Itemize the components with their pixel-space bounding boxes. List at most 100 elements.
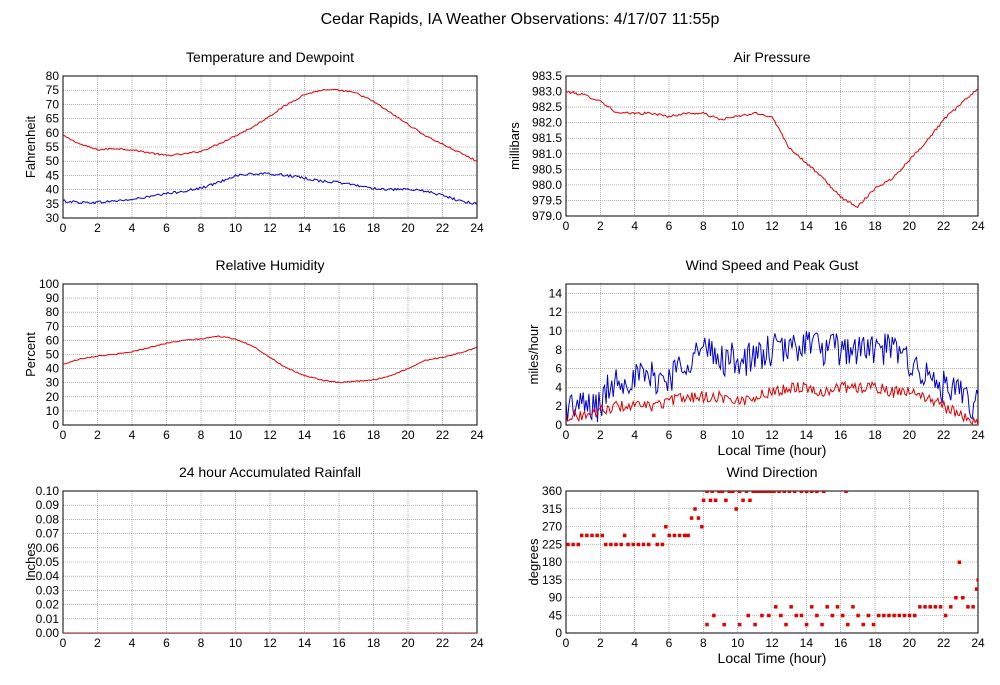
x-tick-label: 16: [834, 428, 848, 442]
data-point: [954, 596, 958, 600]
x-tick-label: 0: [60, 636, 67, 650]
y-tick-label: 360: [542, 484, 562, 498]
data-point: [779, 613, 783, 618]
y-tick-label: 60: [46, 126, 60, 140]
x-tick-label: 22: [937, 636, 951, 650]
y-axis-label: Percent: [23, 332, 38, 377]
x-tick-label: 10: [229, 428, 243, 442]
data-point: [590, 533, 594, 538]
data-point: [846, 622, 850, 627]
y-tick-label: 981.5: [532, 131, 562, 145]
y-tick-label: 10: [46, 404, 60, 418]
data-point: [844, 491, 848, 493]
data-point: [767, 613, 771, 618]
data-point: [677, 533, 682, 538]
data-point: [787, 491, 792, 493]
y-tick-label: 65: [46, 112, 60, 126]
data-point: [646, 542, 651, 547]
data-point: [724, 498, 728, 503]
y-tick-label: 45: [549, 608, 563, 622]
series-line: [566, 380, 978, 425]
data-point: [907, 613, 912, 618]
y-tick-label: 80: [46, 305, 60, 319]
data-point: [815, 491, 819, 493]
y-tick-label: 0.08: [36, 512, 60, 526]
data-point: [696, 516, 701, 520]
y-tick-label: 30: [46, 376, 60, 390]
x-tick-label: 6: [163, 221, 170, 235]
x-axis-label: Local Time (hour): [718, 650, 827, 666]
y-tick-label: 45: [46, 168, 60, 182]
x-tick-label: 2: [597, 428, 604, 442]
x-tick-label: 8: [198, 636, 205, 650]
plot-frame: [62, 75, 478, 219]
y-tick-label: 979.0: [532, 209, 562, 223]
data-point: [938, 605, 943, 609]
data-point: [682, 533, 687, 538]
x-tick-label: 14: [800, 219, 814, 233]
x-tick-label: 8: [700, 636, 707, 650]
x-tick-label: 8: [700, 219, 707, 233]
data-point: [619, 542, 623, 547]
chart-title: Wind Direction: [726, 464, 817, 480]
data-point: [571, 542, 575, 547]
y-tick-label: 55: [46, 140, 60, 154]
x-tick-label: 24: [470, 221, 484, 235]
x-tick-label: 22: [436, 636, 450, 650]
x-tick-label: 2: [94, 221, 101, 235]
x-tick-label: 16: [332, 221, 346, 235]
x-tick-label: 0: [563, 428, 570, 442]
data-point: [887, 613, 891, 618]
x-tick-label: 12: [263, 221, 277, 235]
x-tick-label: 16: [834, 219, 848, 233]
y-tick-label: 14: [549, 286, 563, 300]
series-line: [63, 172, 477, 206]
data-point: [825, 605, 829, 609]
x-tick-label: 18: [868, 428, 882, 442]
x-tick-label: 8: [198, 428, 205, 442]
x-tick-label: 10: [229, 636, 243, 650]
data-point: [737, 622, 742, 627]
series-line: [566, 88, 978, 209]
x-tick-label: 6: [163, 636, 170, 650]
y-tick-label: 10: [549, 324, 563, 338]
x-tick-label: 0: [60, 221, 67, 235]
x-tick-label: 10: [731, 219, 745, 233]
x-tick-label: 18: [367, 428, 381, 442]
x-tick-label: 22: [937, 219, 951, 233]
y-tick-label: 0.07: [36, 527, 60, 541]
data-point: [708, 498, 713, 503]
x-tick-label: 20: [903, 219, 917, 233]
data-point: [822, 491, 826, 493]
y-tick-label: 979.5: [532, 193, 562, 207]
data-point: [784, 622, 788, 627]
data-point: [667, 533, 671, 538]
y-tick-label: 135: [542, 573, 562, 587]
y-tick-label: 90: [46, 291, 60, 305]
data-point: [957, 560, 962, 564]
data-point: [772, 491, 776, 493]
y-tick-label: 980.0: [532, 178, 562, 192]
data-point: [912, 613, 917, 618]
y-tick-label: 270: [542, 520, 562, 534]
x-tick-label: 0: [563, 219, 570, 233]
y-tick-label: 75: [46, 83, 60, 97]
x-tick-label: 14: [298, 636, 312, 650]
data-point: [710, 491, 714, 493]
series-line: [566, 331, 978, 423]
data-point: [971, 605, 975, 609]
x-tick-label: 6: [666, 428, 673, 442]
data-point: [751, 491, 756, 493]
y-tick-label: 981.0: [532, 147, 562, 161]
y-axis-label: degrees: [526, 538, 541, 585]
data-point: [809, 605, 814, 609]
y-tick-label: 4: [555, 380, 562, 394]
x-tick-label: 6: [666, 636, 673, 650]
data-point: [976, 578, 978, 582]
y-tick-label: 983.0: [532, 85, 562, 99]
y-axis-label: miles/hour: [526, 324, 541, 385]
data-point: [861, 622, 865, 627]
